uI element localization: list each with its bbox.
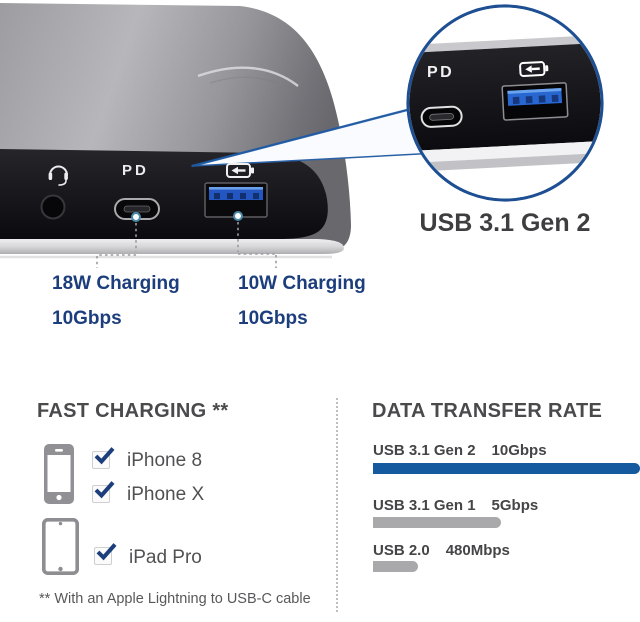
callout-line1: 10W Charging <box>238 273 366 294</box>
row-name: USB 2.0 <box>373 542 430 559</box>
fast-charging-item-label: iPhone 8 <box>127 450 203 471</box>
checkbox-iphonex[interactable] <box>92 481 115 503</box>
device-photo <box>0 3 604 268</box>
callout-line2: 10Gbps <box>238 308 308 329</box>
transfer-row-label: USB 3.1 Gen 2 10Gbps <box>373 442 547 459</box>
port-marker-usb <box>233 211 243 221</box>
inset-usb-c-port <box>420 105 463 128</box>
fast-charging-item-label: iPad Pro <box>129 547 202 568</box>
transfer-bar-track <box>373 517 640 528</box>
headset-icon <box>48 165 68 186</box>
row-speed: 5Gbps <box>491 497 539 514</box>
checkmark-icon <box>96 543 117 561</box>
transfer-bar-usb20 <box>373 561 419 572</box>
leader-lines <box>96 222 277 268</box>
footnote: ** With an Apple Lightning to USB-C cabl… <box>39 591 311 607</box>
checkbox-ipadpro[interactable] <box>94 543 117 565</box>
usb-a-port <box>204 182 268 218</box>
transfer-bar-track <box>373 561 640 572</box>
data-transfer-heading: DATA TRANSFER RATE <box>372 400 603 422</box>
section-divider <box>336 398 338 612</box>
ipad-icon <box>42 518 79 575</box>
callout-line2: 10Gbps <box>52 308 122 329</box>
row-name: USB 3.1 Gen 1 <box>373 497 476 514</box>
transfer-bar-track <box>373 463 640 474</box>
callout-pd-port: 18W Charging 10Gbps <box>52 274 180 329</box>
fast-charging-heading: FAST CHARGING ** <box>37 400 229 422</box>
inset-battery-charging-icon <box>519 61 549 77</box>
inset-usb-a-port <box>501 82 569 121</box>
inset-caption: USB 3.1 Gen 2 <box>419 209 591 237</box>
port-marker-pd <box>131 212 141 222</box>
transfer-row-label: USB 2.0 480Mbps <box>373 542 510 559</box>
audio-jack <box>40 194 66 220</box>
checkmark-icon <box>94 481 115 499</box>
callout-usb-port: 10W Charging 10Gbps <box>238 274 366 329</box>
transfer-bar-usb31gen2 <box>373 463 640 474</box>
row-name: USB 3.1 Gen 2 <box>373 442 476 459</box>
battery-charging-icon <box>226 163 254 178</box>
dock-base-strip <box>0 239 344 254</box>
callout-line1: 18W Charging <box>52 273 180 294</box>
row-speed: 480Mbps <box>445 542 510 559</box>
checkmark-icon <box>94 447 115 465</box>
body-seam-shadow <box>209 76 293 92</box>
body-seam-highlight <box>197 66 299 87</box>
transfer-bar-usb31gen1 <box>373 517 502 528</box>
checkbox-iphone8[interactable] <box>92 447 115 469</box>
pd-port-label: PD <box>122 162 149 179</box>
transfer-row-label: USB 3.1 Gen 1 5Gbps <box>373 497 538 514</box>
fast-charging-item-label: iPhone X <box>127 484 205 505</box>
inset-pd-port-label: PD <box>427 64 455 81</box>
inset-content <box>409 7 601 199</box>
dock-front-panel <box>0 149 328 239</box>
iphone-icon <box>44 444 74 504</box>
row-speed: 10Gbps <box>491 442 547 459</box>
